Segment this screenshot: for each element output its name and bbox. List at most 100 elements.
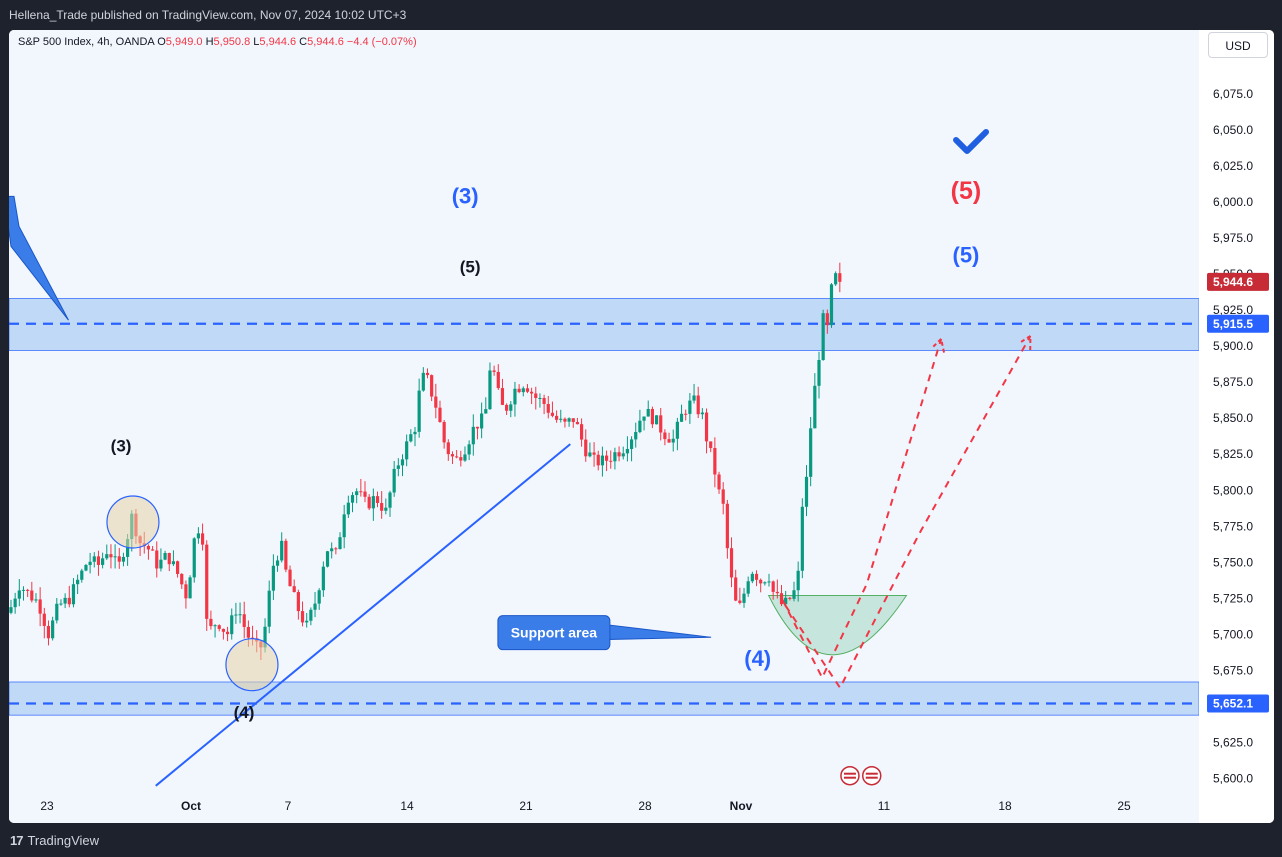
price-tag-label: 5,915.5 [1213, 317, 1253, 331]
price-tick-label: 6,000.0 [1213, 195, 1253, 209]
candle-body [521, 388, 525, 393]
candle-body [759, 579, 763, 584]
price-tick-label: 5,875.0 [1213, 375, 1253, 389]
candle-body [592, 452, 596, 455]
candle-body [30, 590, 34, 601]
price-tick-label: 6,050.0 [1213, 123, 1253, 137]
candle-body [796, 570, 800, 591]
time-tick-label: 7 [285, 799, 292, 813]
candle-body [496, 371, 500, 389]
us-flag-icon [843, 776, 856, 779]
candle-body [625, 448, 630, 454]
candle-body [113, 556, 117, 558]
candle-body [563, 418, 567, 422]
candle-body [575, 422, 580, 425]
high-label: H [205, 36, 214, 48]
candle-body [63, 597, 67, 604]
open-label: O [157, 36, 166, 48]
candle-body [534, 393, 538, 399]
candle-body [342, 514, 346, 538]
time-tick-label: Oct [181, 799, 201, 813]
candle-body [788, 597, 792, 599]
candle-body [742, 593, 746, 603]
candle-body [471, 426, 475, 445]
candle-body [559, 418, 563, 420]
time-tick-label: Nov [730, 799, 753, 813]
candle-body [579, 424, 584, 440]
candle-body [338, 537, 342, 550]
candle-body [330, 548, 334, 552]
us-flag-icon [865, 772, 878, 775]
candle-body [459, 457, 463, 461]
chart-canvas[interactable]: Support area (3) (4) (5) (3) (4) (5) (5) 6,075.… [9, 30, 1274, 823]
price-tick-label: 6,075.0 [1213, 87, 1253, 101]
candle-body [463, 454, 467, 461]
candle-body [621, 453, 625, 457]
candle-body [834, 273, 838, 285]
candle-body [550, 412, 555, 416]
projection-path-2 [784, 335, 1032, 690]
candle-body [267, 590, 271, 627]
change-value: −4.4 (−0.07%) [346, 36, 417, 48]
candle-body [554, 415, 559, 420]
projection-arrowhead-2 [1018, 334, 1032, 351]
candle-body [588, 452, 592, 457]
candle-body [717, 474, 721, 490]
candle-body [617, 452, 621, 457]
candle-body [59, 603, 63, 605]
currency-button[interactable]: USD [1208, 32, 1268, 58]
candle-body [684, 413, 688, 415]
candle-body [609, 460, 613, 462]
candle-body [688, 400, 692, 414]
projection-arrowhead-1 [930, 336, 946, 353]
candle-body [325, 551, 330, 567]
candle-body [334, 548, 338, 550]
candle-body [305, 620, 309, 623]
candle-body [629, 439, 634, 449]
candle-body [67, 597, 71, 605]
time-axis[interactable]: 23 Oct 7 14 21 28 Nov 11 18 25 [40, 799, 1131, 813]
chart-frame[interactable]: Support area (3) (4) (5) (3) (4) (5) (5) 6,075.… [9, 30, 1274, 823]
brand-name: TradingView [27, 833, 100, 848]
candle-body [654, 415, 659, 425]
candle-body [405, 441, 409, 460]
candle-body [413, 431, 417, 435]
candle-body [446, 442, 450, 455]
candle-body [234, 614, 238, 616]
time-tick-label: 25 [1117, 799, 1131, 813]
symbol-label[interactable]: S&P 500 Index, 4h, OANDA [18, 36, 155, 48]
candle-body [55, 603, 59, 621]
price-axis[interactable]: 6,075.06,050.06,025.06,000.05,975.05,950… [1199, 30, 1274, 823]
candle-body [809, 428, 813, 477]
candle-body [209, 618, 213, 627]
footer: 17 TradingView [0, 826, 1282, 857]
candle-body [159, 559, 163, 569]
candle-body [696, 395, 700, 415]
candle-body [438, 407, 442, 423]
candle-body [779, 593, 784, 605]
candle-body [400, 459, 405, 466]
candle-body [367, 496, 371, 509]
candle-body [225, 631, 230, 635]
candle-body [359, 491, 363, 493]
candle-body [380, 503, 384, 511]
highlight-circle-2 [225, 638, 279, 692]
candle-body [71, 584, 76, 605]
candle-body [671, 438, 675, 443]
price-tick-label: 5,750.0 [1213, 555, 1253, 569]
candle-body [650, 408, 654, 425]
candle-body [221, 628, 225, 632]
time-tick-label: 28 [638, 799, 652, 813]
candle-body [829, 284, 834, 326]
time-tick-label: 23 [40, 799, 54, 813]
candle-body [184, 584, 188, 599]
tradingview-logo[interactable]: 17 TradingView [10, 828, 99, 854]
candle-body [117, 556, 121, 562]
price-tag-label: 5,652.1 [1213, 696, 1253, 710]
wave-label: (5) [953, 242, 980, 267]
candle-body [34, 599, 38, 601]
price-tick-label: 5,825.0 [1213, 447, 1253, 461]
wave-label: (3) [111, 436, 132, 455]
candle-body [371, 496, 375, 509]
candle-body [484, 409, 488, 414]
